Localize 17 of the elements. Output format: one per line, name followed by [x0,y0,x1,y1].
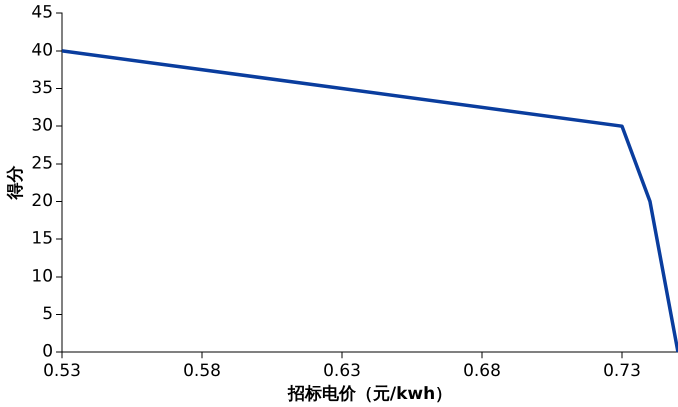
y-tick-label: 20 [31,190,54,211]
y-tick-label: 25 [31,153,54,174]
y-tick-label: 30 [31,116,54,136]
x-tick-label: 0.58 [183,360,221,381]
x-tick-label: 0.68 [463,360,501,381]
x-tick-label: 0.63 [323,360,361,381]
y-tick-label: 0 [42,342,54,362]
y-tick-label: 35 [31,78,54,98]
y-tick-label: 45 [31,2,54,23]
y-axis-title: 得分 [6,164,26,201]
y-tick-label: 15 [31,228,54,249]
x-tick-label: 0.53 [43,360,81,381]
x-tick-label: 0.73 [603,360,641,381]
y-tick-label: 5 [42,304,54,324]
y-tick-label: 40 [31,40,54,60]
y-tick-label: 10 [31,266,54,286]
x-axis-title: 招标电价（元/kwh） [286,384,452,404]
